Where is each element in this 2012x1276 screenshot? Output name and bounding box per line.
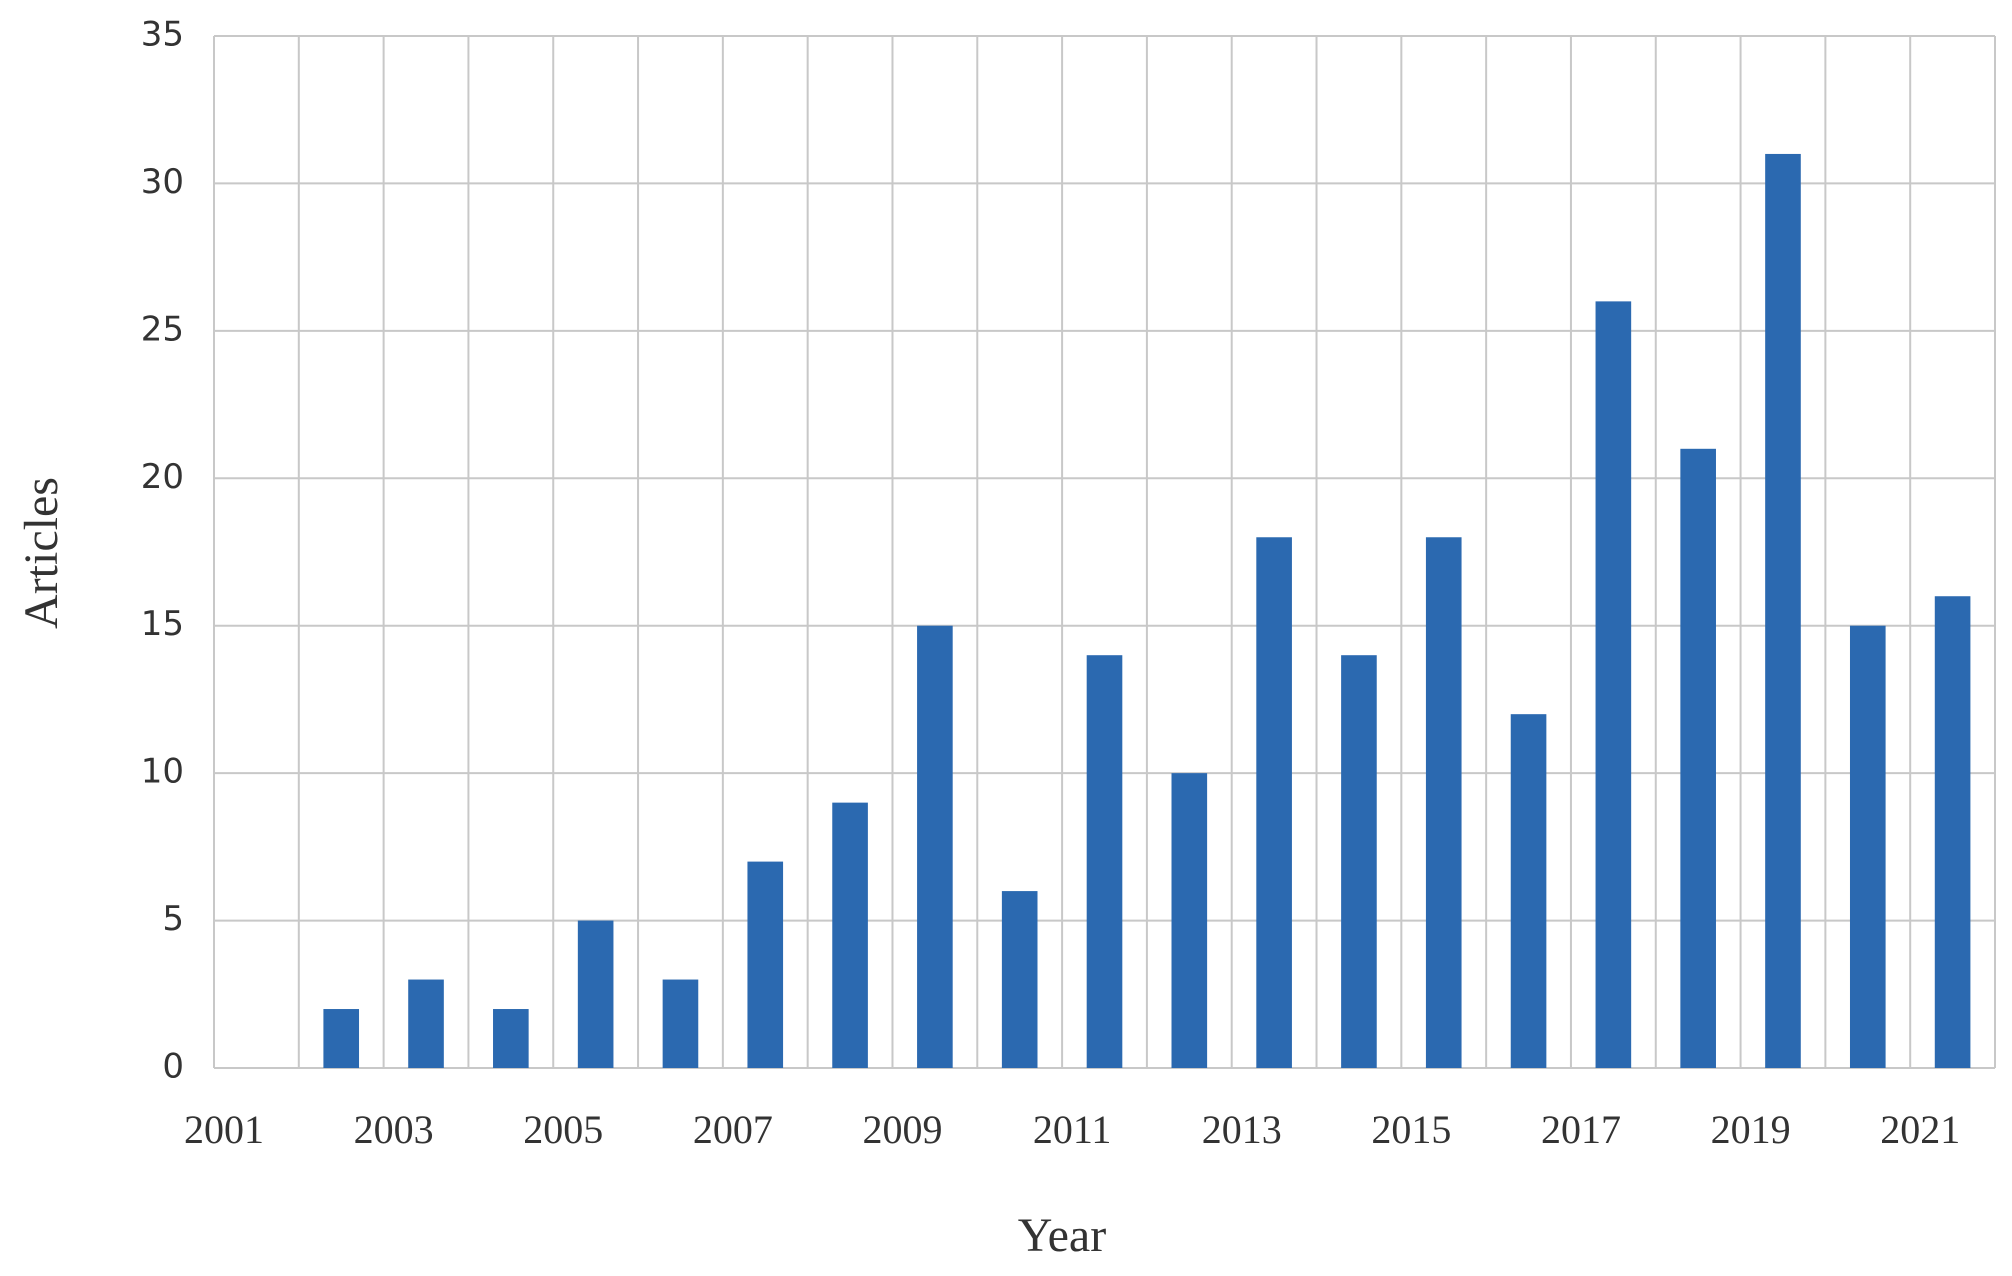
bar xyxy=(1001,891,1038,1068)
bar xyxy=(1849,625,1886,1068)
bar xyxy=(1256,537,1292,1068)
bar xyxy=(323,1009,360,1068)
bar xyxy=(577,920,614,1068)
x-tick-label: 2001 xyxy=(184,1107,264,1152)
bar xyxy=(917,625,953,1068)
y-axis-title: Articles xyxy=(15,477,68,629)
bar xyxy=(1510,714,1547,1068)
y-tick-label: 35 xyxy=(141,15,184,55)
x-tick-label: 2009 xyxy=(862,1107,942,1152)
bar xyxy=(1765,153,1801,1068)
y-tick-label: 15 xyxy=(141,604,184,644)
bar xyxy=(1595,301,1632,1068)
x-tick-label: 2013 xyxy=(1202,1107,1282,1152)
y-tick-label: 20 xyxy=(141,457,184,497)
x-tick-label: 2003 xyxy=(354,1107,434,1152)
y-tick-label: 25 xyxy=(141,309,184,349)
x-axis-title: Year xyxy=(1018,1209,1106,1262)
y-tick-label: 0 xyxy=(162,1047,184,1087)
bar xyxy=(747,861,784,1068)
x-tick-label: 2011 xyxy=(1033,1107,1112,1152)
bar xyxy=(408,979,444,1068)
x-tick-label: 2007 xyxy=(693,1107,773,1152)
bar xyxy=(1341,655,1377,1068)
y-tick-label: 5 xyxy=(162,899,184,939)
bar xyxy=(1680,448,1716,1068)
y-tick-label: 30 xyxy=(141,162,184,202)
x-tick-label: 2021 xyxy=(1880,1107,1960,1152)
bar xyxy=(832,802,868,1068)
x-tick-label: 2017 xyxy=(1541,1107,1621,1152)
x-tick-label: 2005 xyxy=(523,1107,603,1152)
bar xyxy=(1425,537,1462,1068)
bar xyxy=(1086,655,1123,1068)
bar xyxy=(662,979,699,1068)
bar xyxy=(1171,773,1208,1068)
x-tick-label: 2015 xyxy=(1371,1107,1451,1152)
bar xyxy=(493,1009,529,1068)
x-tick-label: 2019 xyxy=(1711,1107,1791,1152)
bar xyxy=(1934,596,1971,1068)
y-tick-label: 10 xyxy=(141,752,184,792)
